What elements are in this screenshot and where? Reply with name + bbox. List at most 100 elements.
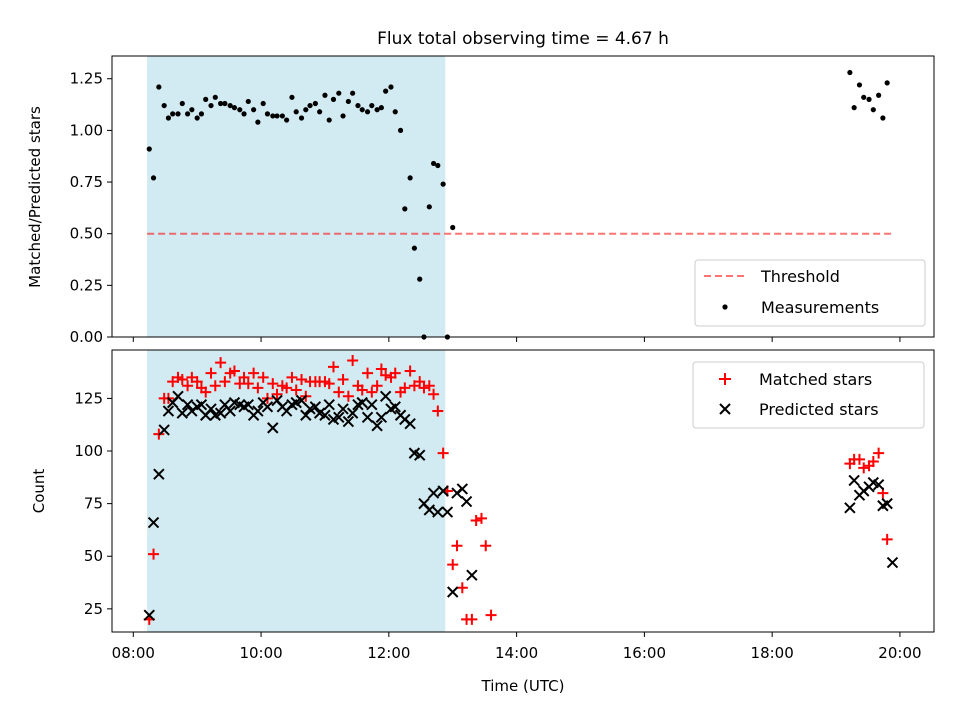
measurement-point [312, 100, 318, 107]
predicted-star-point [848, 474, 860, 487]
predicted-star-point [261, 401, 274, 413]
x-tick-label: 10:00 [239, 644, 282, 662]
matched-star-point [148, 548, 160, 560]
predicted-star-point [147, 516, 160, 529]
measurement-point [417, 276, 423, 282]
chart-title: Flux total observing time = 4.67 h [377, 29, 669, 49]
measurement-point [208, 102, 214, 109]
matched-stars-series [143, 355, 893, 625]
predicted-star-point [252, 405, 264, 417]
matched-star-point [323, 378, 335, 390]
predicted-star-point [441, 506, 454, 518]
predicted-star-point [886, 556, 899, 569]
predicted-star-point [300, 409, 312, 421]
measurement-point [245, 98, 251, 105]
measurement-point [322, 92, 328, 98]
predicted-star-point [309, 401, 322, 413]
measurement-point [851, 105, 857, 111]
predicted-star-point [319, 409, 331, 421]
matched-star-point [423, 380, 435, 392]
legend-measurements-label: Measurements [761, 298, 879, 317]
measurement-point [293, 109, 299, 115]
legend-threshold-label: Threshold [760, 267, 840, 286]
predicted-star-point [371, 420, 383, 432]
measurement-point [289, 94, 295, 100]
matched-star-point [881, 533, 893, 545]
measurement-point [374, 107, 380, 113]
y-tick-label: 0.50 [70, 225, 103, 243]
measurement-point [170, 111, 176, 117]
predicted-star-point [414, 449, 426, 461]
measurement-point [194, 115, 200, 121]
predicted-star-point [153, 468, 165, 480]
bottom-shaded-span [147, 350, 446, 632]
matched-star-point [432, 405, 444, 417]
matched-star-point [380, 369, 392, 381]
predicted-star-point [181, 399, 194, 411]
predicted-star-point [447, 586, 459, 598]
matched-star-point [404, 365, 416, 377]
y-tick-label: 100 [74, 442, 103, 460]
matched-star-point [356, 384, 368, 396]
matched-star-point [286, 371, 298, 383]
measurement-point [861, 94, 867, 100]
matched-star-point [470, 514, 482, 526]
matched-star-point [219, 376, 231, 388]
matched-star-point [281, 382, 293, 394]
matched-star-point [451, 540, 463, 552]
matched-star-point [371, 380, 383, 392]
measurement-point [359, 107, 365, 113]
predicted-star-point [346, 407, 359, 419]
matched-star-point [248, 367, 260, 379]
top-shaded-span [147, 56, 446, 337]
measurement-point [317, 109, 323, 115]
measurement-point [303, 107, 309, 113]
predicted-star-point [214, 407, 227, 419]
matched-star-point [238, 371, 250, 383]
measurement-point [870, 107, 876, 113]
measurement-point [270, 113, 276, 119]
measurement-point [866, 96, 872, 102]
measurement-point [856, 82, 863, 88]
y-tick-label: 0.00 [70, 328, 103, 346]
measurement-point [350, 90, 356, 96]
matched-star-point [342, 390, 354, 402]
measurement-point [241, 111, 247, 117]
matched-star-point [456, 582, 468, 594]
matched-star-point [389, 367, 401, 379]
predicted-star-point [172, 390, 184, 403]
matched-star-point [418, 382, 430, 394]
measurement-point [237, 107, 243, 113]
predicted-star-point [176, 407, 188, 419]
measurement-point [165, 115, 172, 121]
predicted-star-point [881, 497, 893, 510]
top-legend: Threshold Measurements [694, 259, 926, 327]
x-tick-label: 08:00 [112, 644, 155, 662]
predicted-star-point [389, 401, 401, 413]
matched-star-point [414, 376, 426, 388]
matched-star-point [428, 388, 440, 400]
top-y-axis-label: Matched/Predicted stars [26, 106, 44, 288]
predicted-star-point [242, 399, 254, 411]
measurement-point [203, 96, 209, 102]
matched-star-point [176, 373, 188, 385]
predicted-star-point [404, 417, 416, 430]
predicted-star-point [375, 411, 388, 424]
measurement-point [411, 245, 417, 251]
matched-star-point [447, 559, 459, 571]
measurements-series [146, 69, 890, 340]
measurement-point [430, 160, 437, 167]
predicted-star-point [460, 495, 473, 508]
measurement-point [227, 102, 233, 109]
predicted-star-point [162, 405, 175, 417]
measurement-point [876, 92, 882, 98]
matched-star-point [485, 609, 497, 621]
legend-predicted-swatch [719, 403, 731, 415]
predicted-star-point [379, 390, 392, 403]
matched-star-point [296, 373, 308, 385]
measurement-point [345, 98, 351, 105]
measurement-point [264, 111, 271, 117]
measurement-point [847, 69, 853, 76]
predicted-star-point [366, 399, 378, 411]
legend-measurements-swatch [722, 304, 728, 310]
